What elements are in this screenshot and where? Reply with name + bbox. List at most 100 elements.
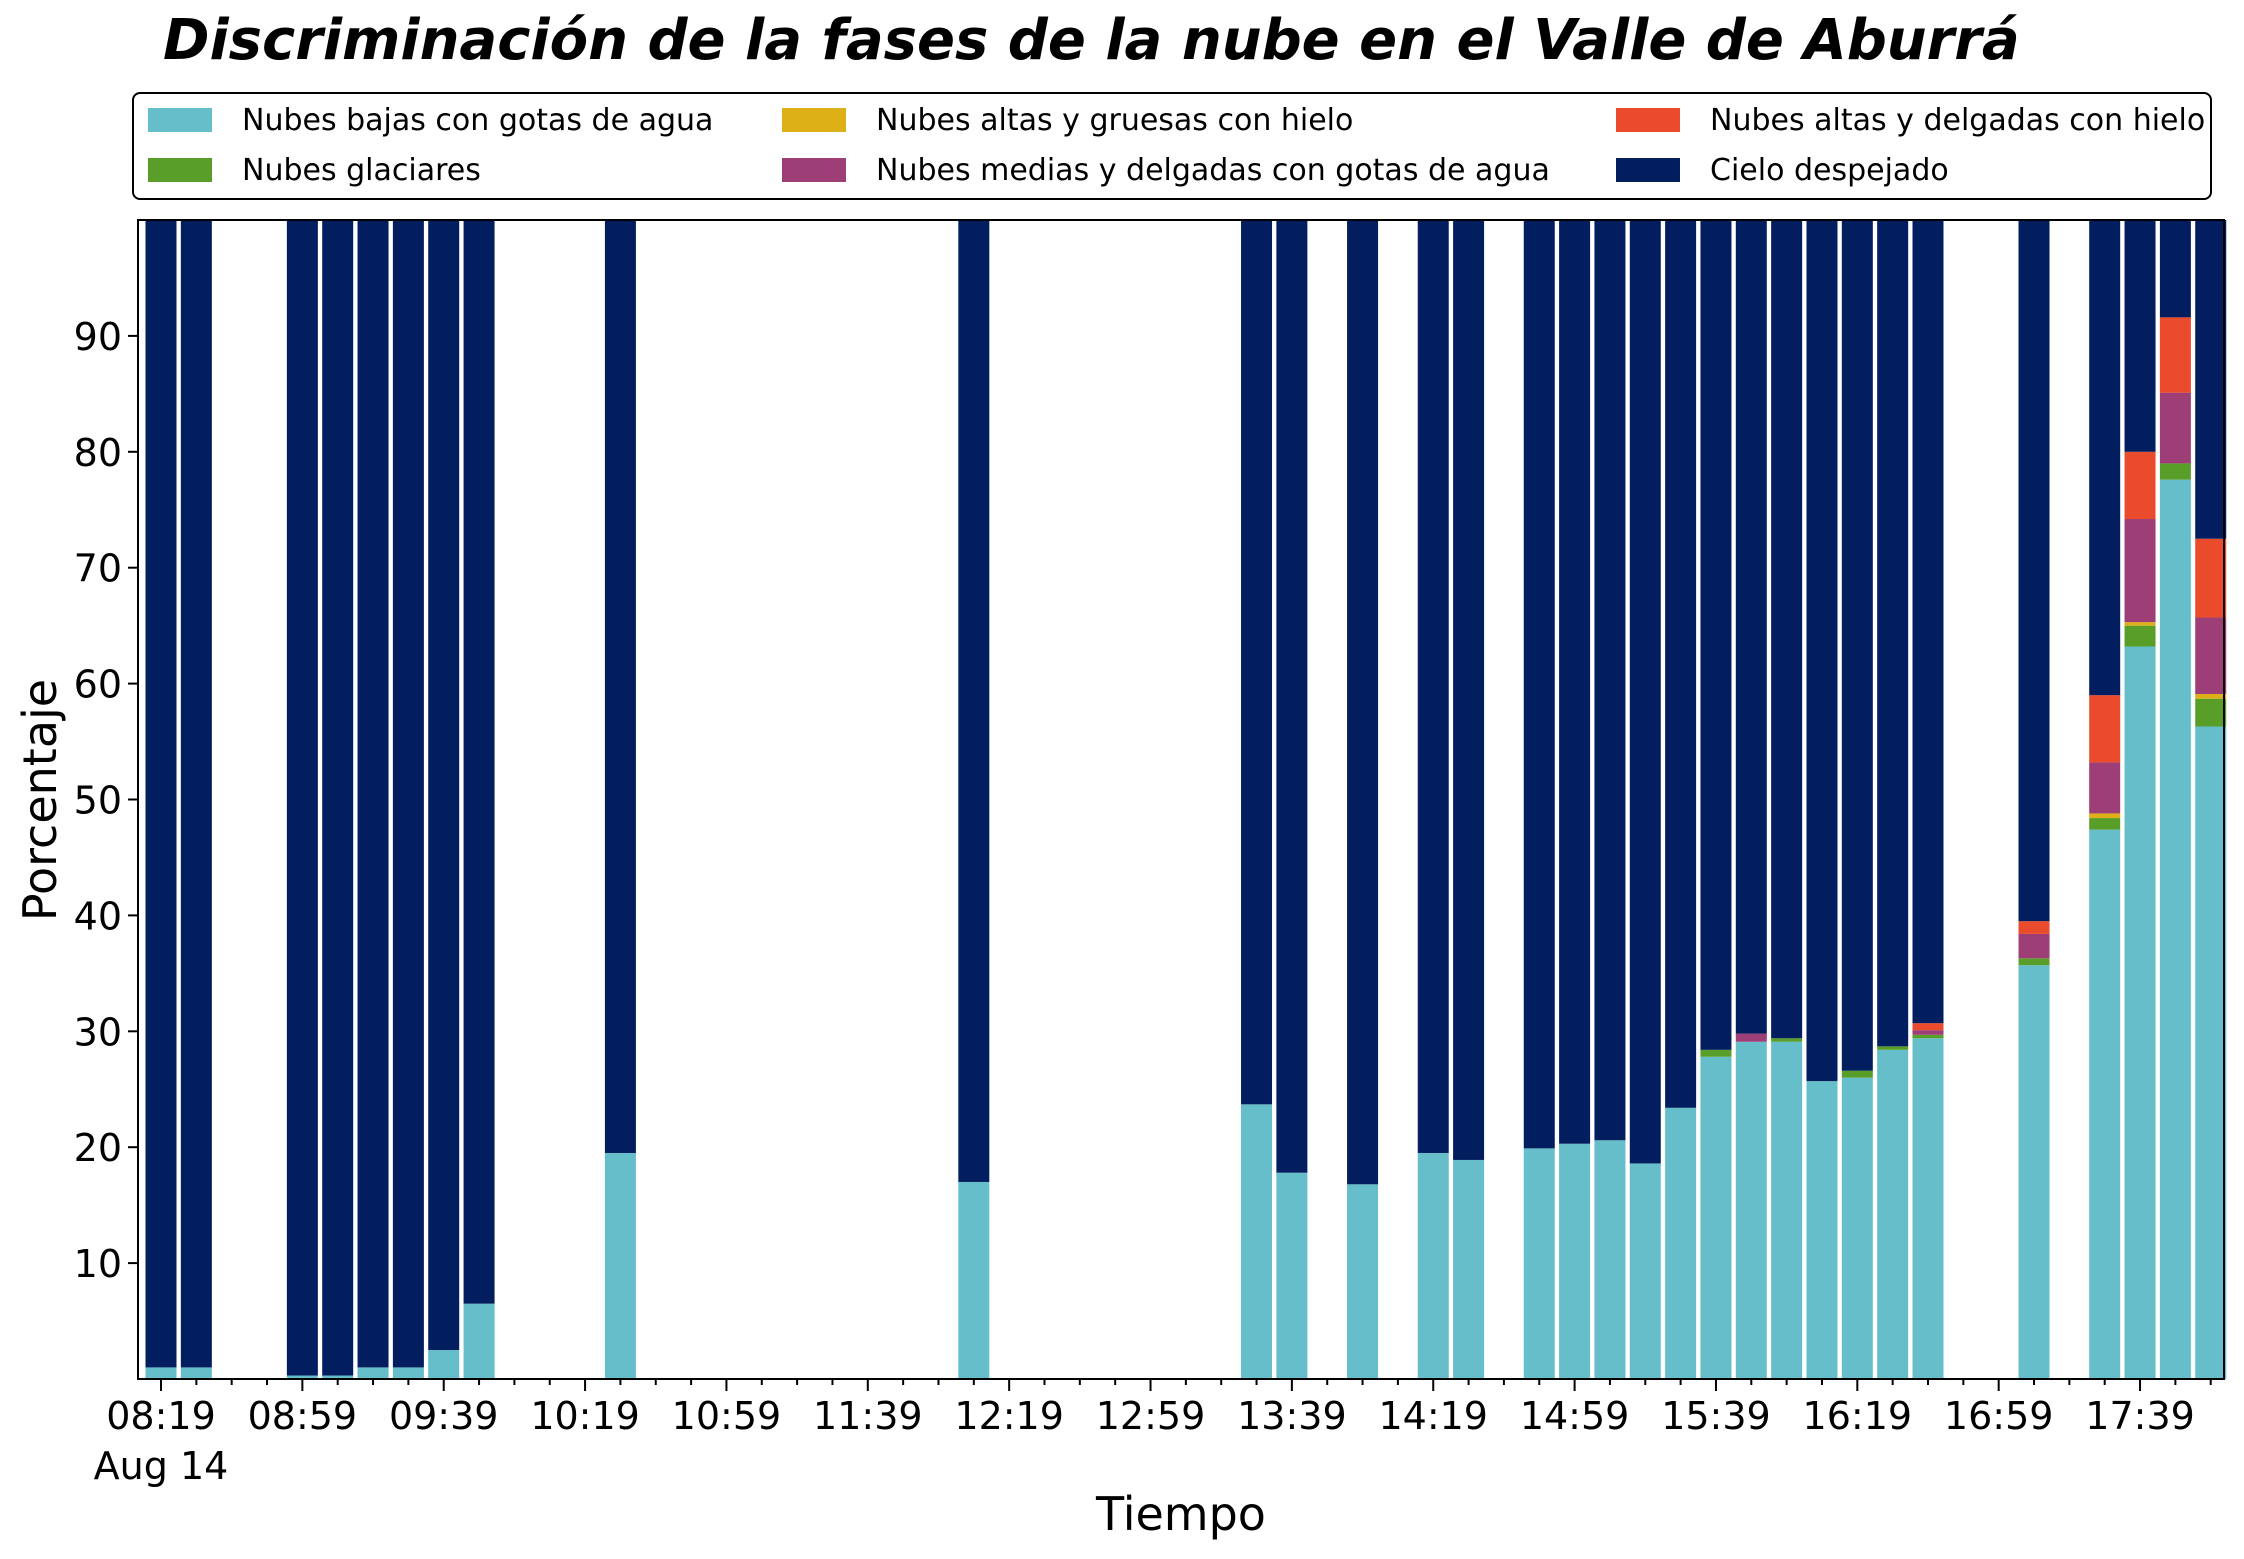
bar-segment [958, 1181, 990, 1379]
stacked-bar [1700, 220, 1732, 1379]
legend-swatch [148, 108, 212, 132]
bar-segment [145, 1367, 177, 1379]
stacked-bar [2159, 220, 2191, 1379]
y-tick-label: 60 [74, 663, 122, 707]
bar-segment [1841, 1077, 1873, 1379]
bar-segment [1276, 220, 1308, 1173]
y-tick-label: 20 [74, 1126, 122, 1170]
bar-segment [2195, 617, 2227, 695]
legend-item: Nubes altas y gruesas con hielo [782, 100, 1353, 140]
bar-segment [2124, 622, 2156, 626]
bar-segment [357, 1367, 389, 1379]
bar-segment [1877, 1049, 1909, 1379]
stacked-bar [1806, 220, 1838, 1379]
x-tick-label: 09:39 [389, 1394, 499, 1438]
bar-segment [2124, 646, 2156, 1379]
bar-segment [2195, 694, 2227, 699]
bar-segment [145, 220, 177, 1368]
x-tick-label: 17:39 [2085, 1394, 2195, 1438]
legend-item: Cielo despejado [1616, 150, 1949, 190]
y-axis-label: Porcentaje [13, 679, 67, 921]
bar-segment [2089, 813, 2121, 819]
bar-segment [1877, 1046, 1909, 1050]
stacked-bar [357, 220, 389, 1379]
stacked-bar [1912, 220, 1944, 1379]
bar-segment [2159, 392, 2191, 464]
bar-segment [1912, 1038, 1944, 1379]
legend-swatch [1616, 158, 1680, 182]
legend-label: Nubes altas y delgadas con hielo [1710, 102, 2206, 138]
stacked-bar [145, 220, 177, 1379]
x-tick-label: 10:19 [530, 1394, 640, 1438]
bar-segment [1912, 1034, 1944, 1039]
bar-segment [2018, 965, 2050, 1379]
stacked-bar [1735, 220, 1767, 1379]
x-tick-label: 08:19 [106, 1394, 216, 1438]
legend-label: Nubes bajas con gotas de agua [242, 102, 714, 138]
bar-segment [392, 1367, 424, 1379]
x-tick-label: 12:59 [1096, 1394, 1206, 1438]
bar-segment [1594, 220, 1626, 1141]
bar-segment [1559, 1143, 1591, 1379]
bar-segment [322, 1375, 354, 1379]
stacked-bar [1629, 220, 1661, 1379]
bar-segment [1276, 1172, 1308, 1379]
bar-segment [1912, 1023, 1944, 1031]
bar-segment [1241, 1104, 1273, 1379]
stacked-bar [392, 220, 424, 1379]
bar-segment [1700, 1056, 1732, 1379]
x-tick-label: 13:39 [1237, 1394, 1347, 1438]
bar-segment [1559, 220, 1591, 1144]
bar-segment [1771, 1038, 1803, 1042]
bar-segment [1806, 220, 1838, 1082]
bar-segment [1771, 1041, 1803, 1379]
legend-swatch [782, 158, 846, 182]
stacked-bar [180, 220, 212, 1379]
bar-segment [1771, 220, 1803, 1039]
legend-swatch [782, 108, 846, 132]
bar-segment [2159, 463, 2191, 480]
x-tick-label: 16:59 [1944, 1394, 2054, 1438]
bar-segment [2124, 519, 2156, 623]
bar-segment [1347, 220, 1379, 1185]
stacked-bar [428, 220, 460, 1379]
stacked-bar [1241, 220, 1273, 1379]
bar-segment [958, 220, 990, 1182]
bar-segment [604, 220, 636, 1153]
bar-segment [1735, 1033, 1767, 1042]
legend-item: Nubes altas y delgadas con hielo [1616, 100, 2205, 140]
bar-segment [180, 220, 212, 1368]
legend-item: Nubes bajas con gotas de agua [148, 100, 713, 140]
bars-layer [145, 220, 2227, 1379]
bar-segment [1700, 220, 1732, 1050]
bar-segment [1912, 1030, 1944, 1035]
stacked-bar [1523, 220, 1555, 1379]
bar-segment [2195, 698, 2227, 727]
bar-segment [1912, 220, 1944, 1024]
bar-segment [286, 220, 318, 1376]
bar-segment [1841, 1070, 1873, 1078]
x-axis-label: Tiempo [1095, 1487, 1266, 1541]
bar-segment [1453, 1159, 1485, 1379]
x-tick-label: 12:19 [954, 1394, 1064, 1438]
y-tick-label: 80 [74, 431, 122, 475]
bar-segment [428, 220, 460, 1351]
bar-segment [1806, 1081, 1838, 1379]
legend: Nubes bajas con gotas de agua Nubes alta… [132, 92, 2212, 200]
bar-segment [2195, 220, 2227, 539]
x-tick-sublabel: Aug 14 [94, 1444, 229, 1488]
legend-label: Nubes medias y delgadas con gotas de agu… [876, 152, 1550, 188]
bar-segment [322, 220, 354, 1376]
bar-segment [1877, 220, 1909, 1047]
bar-segment [1417, 220, 1449, 1153]
legend-label: Nubes altas y gruesas con hielo [876, 102, 1354, 138]
bar-segment [2089, 762, 2121, 814]
bar-segment [2089, 818, 2121, 830]
bar-segment [1241, 220, 1273, 1105]
legend-swatch [148, 158, 212, 182]
bar-segment [2018, 921, 2050, 934]
y-tick-label: 10 [74, 1242, 122, 1286]
bar-segment [2089, 220, 2121, 696]
legend-swatch [1616, 108, 1680, 132]
bar-segment [463, 220, 495, 1304]
